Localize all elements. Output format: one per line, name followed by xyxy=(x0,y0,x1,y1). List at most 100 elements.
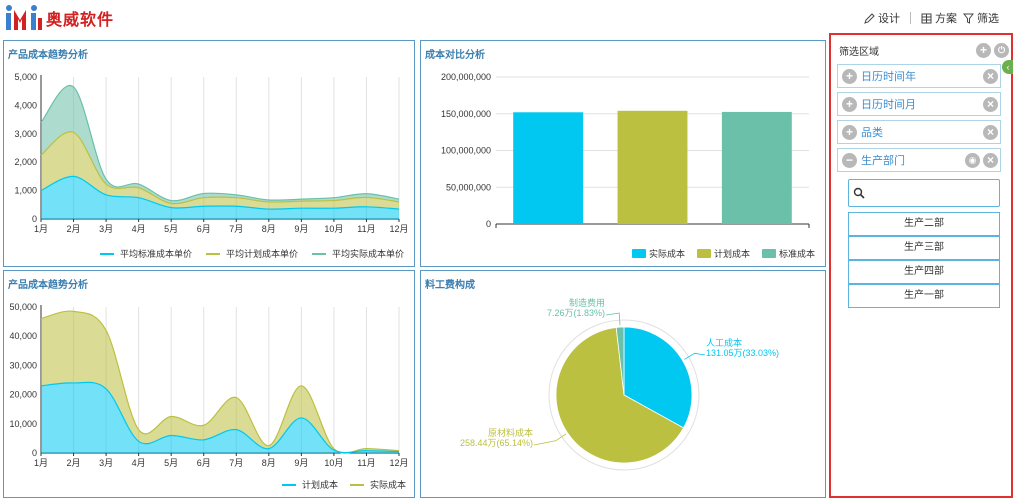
department-item[interactable]: 生产二部 xyxy=(848,212,1000,236)
toolbar-divider xyxy=(910,12,911,24)
y-tick-label: 50,000 xyxy=(9,302,37,312)
pie-slice xyxy=(555,327,685,464)
series-line xyxy=(40,381,400,454)
close-icon[interactable]: × xyxy=(983,96,998,112)
sidebar-actions: + ⏻ xyxy=(976,42,1009,58)
minus-circle-icon[interactable]: − xyxy=(842,152,857,168)
x-tick-label: 3月 xyxy=(99,458,113,468)
plus-circle-icon[interactable]: + xyxy=(842,124,857,140)
x-tick-label: 2月 xyxy=(67,458,81,468)
series-area xyxy=(41,131,399,210)
x-tick-label: 8月 xyxy=(262,458,276,468)
legend-label: 标准成本 xyxy=(779,248,815,259)
legend-label: 平均计划成本单价 xyxy=(226,248,298,259)
plan-button[interactable]: 方案 xyxy=(921,10,957,26)
pie-slice xyxy=(615,326,625,396)
legend-label: 平均标准成本单价 xyxy=(120,248,192,259)
x-tick-label: 5月 xyxy=(164,458,178,468)
slice-name-label: 人工成本 xyxy=(706,337,742,348)
series-area xyxy=(41,382,399,453)
plan-label: 方案 xyxy=(935,13,957,25)
app-header: 奥威软件 设计 方案 筛选 xyxy=(0,0,1013,36)
y-tick-label: 2,000 xyxy=(14,157,37,167)
cost-compare-bar-chart: 200,000,000 150,000,000 100,000,000 50,000,… xyxy=(441,72,815,259)
y-tick-label: 1,000 xyxy=(14,186,37,196)
funnel-icon xyxy=(963,13,974,24)
panel-cost-trend-top: 产品成本趋势分析 5,000 4,000 3,000 2,000 1,000 0 1月 2月 3… xyxy=(3,40,415,267)
department-item[interactable]: 生产四部 xyxy=(848,260,1000,284)
x-tick-label: 11月 xyxy=(357,224,375,234)
department-search-input[interactable] xyxy=(848,179,1000,207)
x-tick-label: 10月 xyxy=(324,224,343,234)
logo: 奥威软件 xyxy=(4,4,114,32)
x-tick-label: 12月 xyxy=(389,458,408,468)
legend-label: 计划成本 xyxy=(714,248,750,259)
close-icon[interactable]: × xyxy=(983,152,998,168)
filter-label: 品类 xyxy=(861,127,883,139)
series-line xyxy=(40,131,400,205)
search-icon xyxy=(853,187,865,199)
y-tick-label: 100,000,000 xyxy=(441,146,491,156)
filter-row-category[interactable]: + 品类 × xyxy=(837,120,1001,144)
x-tick-label: 4月 xyxy=(132,224,146,234)
slice-value-label: 7.26万(1.83%) xyxy=(547,308,605,318)
y-tick-label: 10,000 xyxy=(9,419,37,429)
y-tick-label: 50,000,000 xyxy=(446,182,491,192)
series-line xyxy=(40,84,400,202)
plus-circle-icon[interactable]: + xyxy=(842,68,857,84)
add-filter-icon[interactable]: + xyxy=(976,42,991,58)
panel-title: 产品成本趋势分析 xyxy=(8,50,88,61)
y-tick-label: 200,000,000 xyxy=(441,72,491,82)
filter-label: 日历时间年 xyxy=(861,71,916,83)
x-tick-label: 5月 xyxy=(164,224,178,234)
grid-icon xyxy=(921,13,932,23)
pencil-icon xyxy=(864,12,875,24)
filter-row-department[interactable]: − 生产部门 ◉ × xyxy=(837,148,1001,172)
power-icon[interactable]: ⏻ xyxy=(994,42,1009,58)
bar xyxy=(617,110,688,224)
design-label: 设计 xyxy=(878,13,900,25)
plus-circle-icon[interactable]: + xyxy=(842,96,857,112)
label-leader xyxy=(684,352,706,360)
logo-text: 奥威软件 xyxy=(46,12,115,29)
filter-label: 生产部门 xyxy=(861,155,905,167)
panel-title: 产品成本趋势分析 xyxy=(8,280,88,291)
label-leader xyxy=(605,312,621,326)
y-tick-label: 3,000 xyxy=(14,129,37,139)
department-item[interactable]: 生产一部 xyxy=(848,284,1000,308)
x-tick-label: 7月 xyxy=(229,224,243,234)
x-tick-label: 6月 xyxy=(197,458,211,468)
x-tick-label: 7月 xyxy=(229,458,243,468)
filter-row-month[interactable]: + 日历时间月 × xyxy=(837,92,1001,116)
slice-name-label: 制造费用 xyxy=(569,297,605,308)
logo-icon xyxy=(6,5,42,30)
filter-row-year[interactable]: + 日历时间年 × xyxy=(837,64,1001,88)
x-tick-label: 10月 xyxy=(324,458,343,468)
filter-label: 筛选 xyxy=(977,13,999,25)
department-item[interactable]: 生产三部 xyxy=(848,236,1000,260)
x-tick-label: 1月 xyxy=(34,224,48,234)
panel-title: 成本对比分析 xyxy=(425,50,485,61)
pie-slice xyxy=(623,326,693,429)
y-tick-label: 5,000 xyxy=(14,72,37,82)
y-tick-label: 20,000 xyxy=(9,390,37,400)
design-button[interactable]: 设计 xyxy=(864,10,900,26)
close-icon[interactable]: × xyxy=(983,68,998,84)
sidebar-header: 筛选区域 + ⏻ xyxy=(839,41,1009,59)
y-tick-label: 150,000,000 xyxy=(441,109,491,119)
pie-ring xyxy=(548,319,700,471)
x-tick-label: 2月 xyxy=(67,224,81,234)
filter-button[interactable]: 筛选 xyxy=(963,10,999,26)
panel-cost-composition: 料工费构成 人工成本 131.05万(33.03%) 原材料成本 258.44万(65… xyxy=(420,270,826,498)
close-icon[interactable]: × xyxy=(983,124,998,140)
label-leader xyxy=(533,433,567,446)
y-tick-label: 0 xyxy=(486,219,491,229)
series-area xyxy=(41,311,399,454)
x-tick-label: 9月 xyxy=(294,224,308,234)
collapse-handle[interactable]: ‹ xyxy=(1002,60,1013,74)
eye-icon[interactable]: ◉ xyxy=(965,152,980,168)
y-tick-label: 4,000 xyxy=(14,100,37,110)
x-tick-label: 4月 xyxy=(132,458,146,468)
x-tick-label: 8月 xyxy=(262,224,276,234)
